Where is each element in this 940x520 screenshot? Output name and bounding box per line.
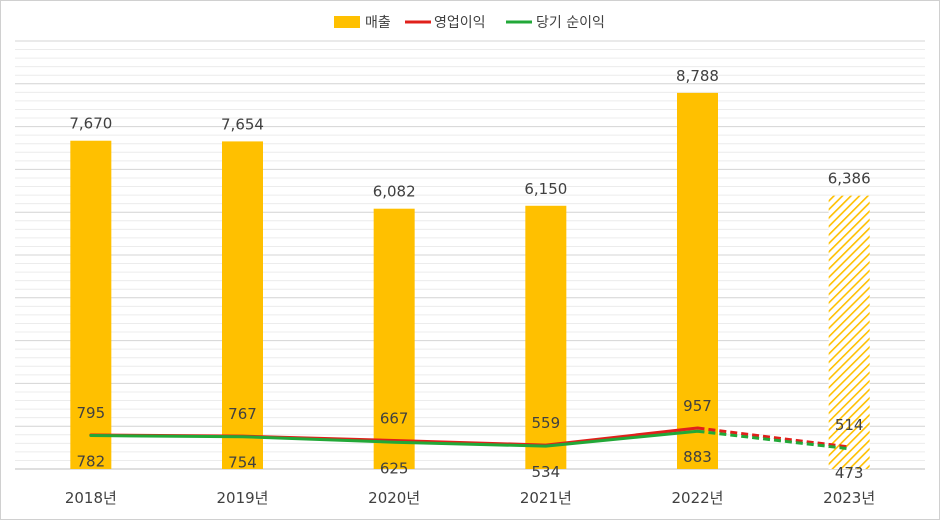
x-tick-label-2021년: 2021년 — [520, 489, 572, 507]
bar-2019년 — [222, 141, 263, 469]
x-tick-label-2022년: 2022년 — [672, 489, 724, 507]
bar-2020년 — [373, 208, 415, 469]
bar-2023년 — [828, 195, 870, 469]
bar-2021년 — [525, 205, 567, 469]
net-income-label-2023년: 473 — [835, 464, 864, 482]
legend-swatch-revenue — [334, 16, 360, 28]
bar-series — [70, 92, 870, 469]
operating-profit-label-2023년: 514 — [835, 416, 864, 434]
net-income-label-2021년: 534 — [532, 463, 561, 481]
bar-label-2019년: 7,654 — [221, 115, 264, 133]
operating-profit-line-forecast — [697, 426, 850, 449]
operating-profit-label-2019년: 767 — [228, 405, 257, 423]
bar-label-2018년: 7,670 — [69, 115, 112, 133]
operating-profit-label-2022년: 957 — [683, 397, 712, 415]
legend-label-net-income: 당기 순이익 — [536, 15, 605, 31]
operating-profit-label-2020년: 667 — [380, 409, 409, 427]
bar-label-2023년: 6,386 — [828, 170, 871, 188]
x-tick-label-2023년: 2023년 — [823, 489, 875, 507]
data-labels: 7,670 7,654 6,082 6,150 8,788 6,386 795 782 767 7… — [69, 67, 870, 482]
operating-profit-label-2018년: 795 — [77, 404, 106, 422]
bar-2022년 — [677, 92, 718, 469]
net-income-label-2018년: 782 — [77, 453, 106, 471]
bar-label-2021년: 6,150 — [524, 180, 567, 198]
x-tick-label-2019년: 2019년 — [217, 489, 269, 507]
legend: 매출 영업이익 당기 순이익 — [334, 15, 605, 31]
bar-2018년 — [70, 140, 112, 469]
legend-label-operating-profit: 영업이익 — [434, 15, 486, 31]
bar-label-2020년: 6,082 — [373, 183, 416, 201]
operating-profit-label-2021년: 559 — [532, 414, 561, 432]
legend-label-revenue: 매출 — [365, 15, 391, 31]
net-income-label-2020년: 625 — [380, 459, 409, 477]
x-axis: 2018년 2019년 2020년 2021년 2022년 2023년 — [65, 489, 875, 507]
line-series — [89, 426, 850, 451]
x-tick-label-2020년: 2020년 — [368, 489, 420, 507]
net-income-label-2022년: 883 — [683, 448, 712, 466]
bar-label-2022년: 8,788 — [676, 67, 719, 85]
net-income-line-forecast — [697, 429, 850, 451]
gridlines — [15, 40, 925, 470]
x-tick-label-2018년: 2018년 — [65, 489, 117, 507]
net-income-label-2019년: 754 — [228, 454, 257, 472]
